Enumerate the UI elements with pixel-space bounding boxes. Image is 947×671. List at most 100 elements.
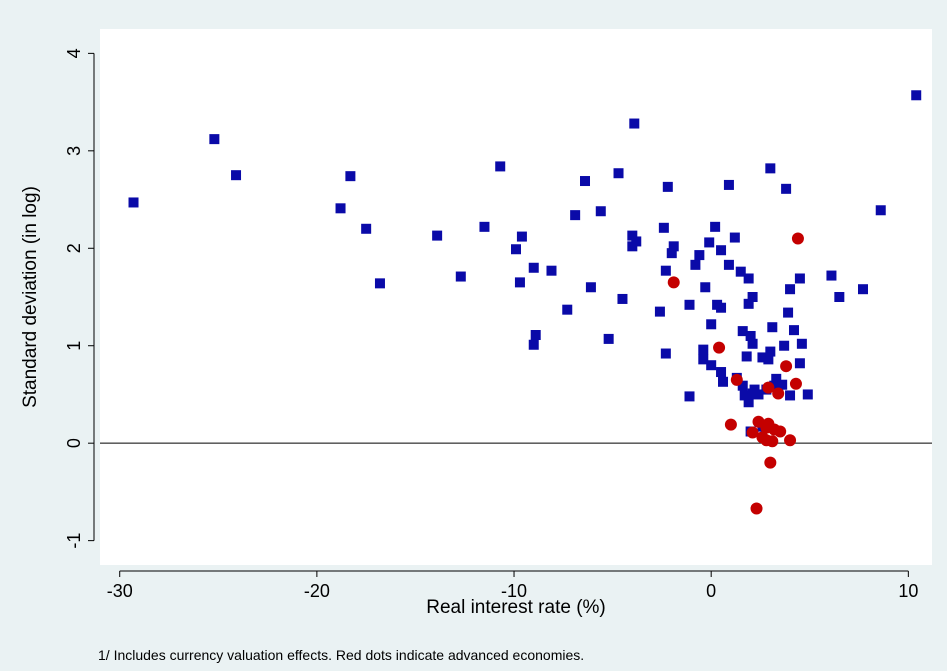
blue-square-point: [528, 262, 539, 273]
blue-square-point: [763, 354, 774, 365]
blue-square-point: [743, 273, 754, 284]
blue-square-point: [570, 210, 581, 221]
blue-square-point: [585, 282, 596, 293]
blue-square-point: [747, 338, 758, 349]
blue-square-point: [514, 277, 525, 288]
blue-square-point: [802, 389, 813, 400]
blue-square-point: [658, 222, 669, 233]
blue-square-point: [743, 298, 754, 309]
red-dot-point: [713, 341, 726, 354]
blue-square-point: [857, 284, 868, 295]
red-dot-point: [774, 425, 787, 438]
blue-square-point: [826, 270, 837, 281]
blue-square-point: [595, 206, 606, 217]
red-dot-point: [784, 434, 797, 447]
blue-square-point: [627, 230, 638, 241]
blue-square-point: [741, 351, 752, 362]
blue-square-point: [785, 390, 796, 401]
blue-square-point: [562, 304, 573, 315]
red-dot-point: [772, 387, 785, 400]
blue-square-point: [794, 273, 805, 284]
blue-square-point: [765, 346, 776, 357]
red-dot-point: [667, 276, 680, 289]
blue-square-point: [796, 338, 807, 349]
x-tick-label: 10: [898, 581, 918, 601]
blue-square-point: [794, 358, 805, 369]
blue-square-point: [209, 134, 220, 145]
blue-square-point: [747, 292, 758, 302]
blue-square-point: [698, 344, 709, 355]
blue-square-point: [345, 171, 356, 182]
blue-square-point: [698, 354, 709, 365]
x-tick-label: 0: [706, 581, 716, 601]
blue-square-point: [684, 299, 695, 310]
blue-square-point: [875, 205, 886, 216]
blue-square-point: [668, 241, 679, 252]
blue-square-point: [729, 232, 740, 243]
red-dot-point: [750, 502, 763, 515]
blue-square-point: [654, 306, 665, 317]
red-dot-point: [764, 456, 777, 469]
blue-square-point: [723, 259, 734, 270]
blue-square-point: [660, 265, 671, 276]
blue-square-point: [704, 237, 715, 248]
blue-square-point: [660, 348, 671, 359]
blue-square-point: [530, 330, 541, 341]
blue-square-point: [684, 391, 695, 402]
blue-square-point: [710, 221, 721, 232]
x-axis-title: Real interest rate (%): [426, 597, 606, 618]
blue-square-point: [767, 322, 778, 333]
red-dot-point: [791, 232, 804, 245]
blue-square-point: [785, 284, 796, 295]
y-tick-label: 1: [64, 341, 84, 351]
blue-square-point: [737, 380, 748, 391]
blue-square-point: [718, 376, 729, 387]
blue-square-point: [361, 223, 372, 234]
red-dot-point: [730, 373, 743, 386]
red-dot-point: [766, 435, 779, 448]
blue-square-point: [580, 176, 591, 187]
blue-square-point: [511, 244, 521, 255]
x-tick-label: -10: [501, 581, 527, 601]
blue-square-point: [765, 163, 776, 174]
blue-square-point: [231, 170, 242, 181]
x-tick-label: -20: [304, 581, 330, 601]
blue-square-point: [777, 379, 788, 390]
y-axis-title: Standard deviation (in log): [20, 186, 41, 408]
blue-square-point: [716, 367, 727, 378]
footnote: 1/ Includes currency valuation effects. …: [98, 647, 585, 663]
red-dot-point: [762, 381, 775, 394]
blue-square-point: [783, 307, 794, 318]
blue-square-point: [716, 245, 727, 256]
blue-square-point: [735, 266, 746, 277]
blue-square-point: [128, 197, 139, 208]
blue-square-point: [516, 231, 527, 242]
blue-square-point: [788, 325, 799, 336]
blue-square-point: [631, 236, 642, 247]
blue-square-point: [617, 293, 628, 304]
red-dot-point: [724, 418, 737, 431]
blue-square-point: [911, 90, 922, 101]
blue-square-point: [743, 397, 754, 408]
blue-square-point: [613, 168, 624, 179]
blue-square-point: [737, 326, 748, 337]
blue-square-point: [753, 389, 764, 400]
blue-square-point: [781, 183, 792, 194]
blue-square-point: [716, 302, 727, 313]
blue-square-point: [546, 265, 557, 276]
blue-square-point: [479, 221, 490, 232]
red-dot-point: [746, 426, 759, 439]
blue-square-point: [528, 339, 539, 350]
blue-square-point: [666, 248, 677, 259]
y-tick-label: 2: [64, 243, 84, 253]
blue-square-point: [495, 161, 506, 172]
blue-square-point: [335, 203, 346, 214]
y-tick-label: 0: [64, 438, 84, 448]
blue-square-point: [745, 330, 756, 341]
blue-square-point: [629, 118, 640, 129]
blue-square-point: [432, 230, 443, 241]
blue-square-point: [706, 319, 717, 330]
plot-area: [100, 29, 932, 565]
blue-square-point: [723, 179, 734, 190]
blue-square-point: [374, 278, 385, 289]
